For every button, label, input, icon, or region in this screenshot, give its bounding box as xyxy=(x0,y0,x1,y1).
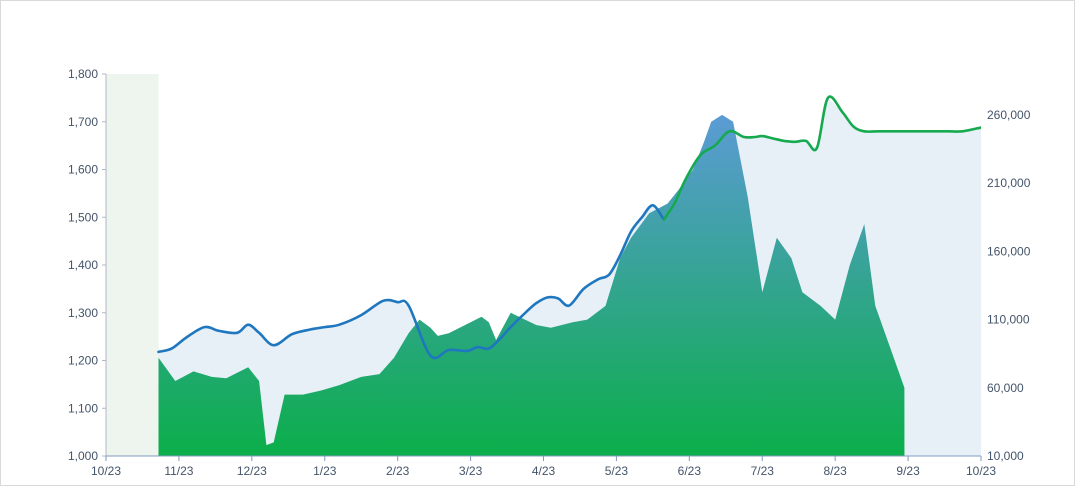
right-tick-label: 260,000 xyxy=(987,108,1031,122)
left-tick-label: 1,200 xyxy=(68,354,98,368)
left-tick-label: 1,700 xyxy=(68,115,98,129)
left-tick-label: 1,100 xyxy=(68,401,98,415)
right-tick-label: 60,000 xyxy=(987,381,1024,395)
x-tick-label: 5/23 xyxy=(605,464,629,478)
left-tick-label: 1,600 xyxy=(68,163,98,177)
x-tick-label: 11/23 xyxy=(164,464,193,478)
left-tick-label: 1,300 xyxy=(68,306,98,320)
x-tick-label: 12/23 xyxy=(237,464,267,478)
right-tick-label: 160,000 xyxy=(987,244,1031,258)
area-series xyxy=(158,114,905,456)
x-tick-label: 1/23 xyxy=(313,464,337,478)
line-series-segment-1 xyxy=(662,95,981,221)
right-tick-label: 210,000 xyxy=(987,176,1031,190)
line-series-segment-0 xyxy=(157,204,666,360)
left-tick-label: 1,000 xyxy=(68,449,98,463)
right-tick-label: 110,000 xyxy=(987,313,1030,327)
x-tick-label: 4/23 xyxy=(532,464,556,478)
highlight-band xyxy=(106,74,159,456)
x-tick-label: 3/23 xyxy=(459,464,483,478)
x-tick-label: 6/23 xyxy=(678,464,702,478)
x-tick-label: 2/23 xyxy=(386,464,410,478)
left-tick-label: 1,800 xyxy=(68,67,98,81)
left-tick-label: 1,400 xyxy=(68,258,98,272)
x-tick-label: 9/23 xyxy=(896,464,920,478)
x-tick-label: 10/23 xyxy=(966,464,996,478)
x-tick-label: 10/23 xyxy=(91,464,121,478)
left-tick-label: 1,500 xyxy=(68,210,98,224)
right-tick-label: 10,000 xyxy=(987,449,1024,463)
x-tick-label: 8/23 xyxy=(823,464,847,478)
x-tick-label: 7/23 xyxy=(751,464,775,478)
